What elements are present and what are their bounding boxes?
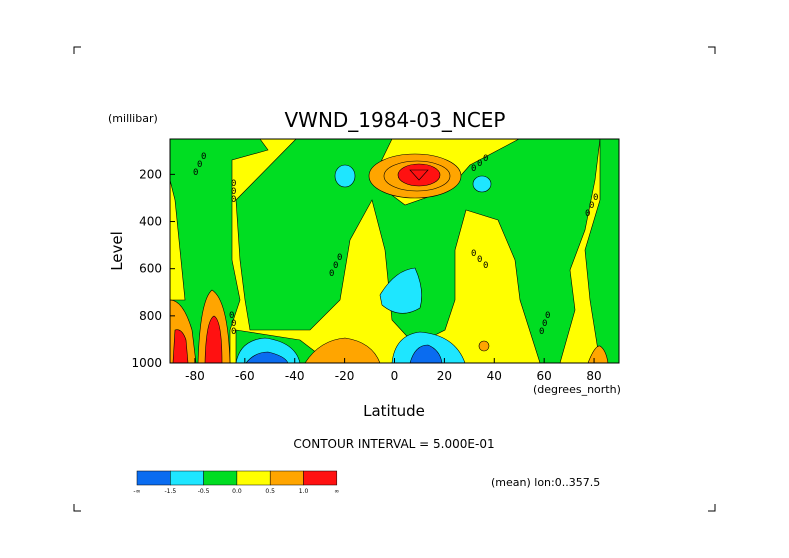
y-tick-label: 200 bbox=[139, 167, 162, 181]
svg-text:0: 0 bbox=[483, 154, 488, 164]
mean-lon-text: (mean) lon:0..357.5 bbox=[491, 476, 600, 489]
x-tick-label: 20 bbox=[437, 369, 452, 383]
svg-text:0: 0 bbox=[193, 168, 198, 178]
y-tick-label: 800 bbox=[139, 309, 162, 323]
colorbar-swatch bbox=[203, 470, 238, 486]
y-units-label: (millibar) bbox=[108, 112, 158, 125]
red-jet-upper-contour bbox=[409, 169, 429, 181]
blue-core-bottom-left bbox=[245, 351, 289, 363]
orange-region-lower-right bbox=[587, 345, 609, 363]
svg-text:0: 0 bbox=[483, 261, 488, 271]
colorbar-swatch bbox=[269, 470, 304, 486]
cyan-blob-upper-right bbox=[472, 175, 492, 193]
svg-text:0: 0 bbox=[197, 160, 202, 170]
svg-text:0: 0 bbox=[231, 327, 236, 337]
x-tick-label: 60 bbox=[537, 369, 552, 383]
svg-text:0: 0 bbox=[471, 249, 476, 259]
svg-text:0: 0 bbox=[539, 327, 544, 337]
corner-marks bbox=[73, 46, 716, 512]
x-tick-label: -80 bbox=[185, 369, 205, 383]
y-axis-title: Level bbox=[108, 231, 126, 271]
svg-text:0: 0 bbox=[231, 319, 236, 329]
x-tick-label: 0 bbox=[391, 369, 399, 383]
orange-region-lower-center bbox=[304, 337, 381, 363]
colorbar-label: ∞ bbox=[334, 488, 339, 495]
colorbar-swatch bbox=[170, 470, 204, 486]
x-tick-label: 40 bbox=[487, 369, 502, 383]
x-tick-label: -20 bbox=[335, 369, 355, 383]
svg-text:0: 0 bbox=[229, 311, 234, 321]
svg-text:0: 0 bbox=[593, 193, 598, 203]
chart-title: VWND_1984-03_NCEP bbox=[284, 108, 505, 132]
svg-text:0: 0 bbox=[337, 253, 342, 263]
svg-text:0: 0 bbox=[477, 255, 482, 265]
svg-text:0: 0 bbox=[333, 261, 338, 271]
x-axis-ticks: -80 -60 -40 -20 0 20 40 60 80 bbox=[185, 358, 602, 383]
y-tick-label: 600 bbox=[139, 262, 162, 276]
orange-blob-small bbox=[478, 340, 490, 352]
cyan-blob-bottom-left bbox=[235, 337, 301, 363]
blue-core-bottom-center bbox=[409, 344, 443, 363]
cyan-blob-upper-left bbox=[334, 164, 356, 188]
colorbar-label: -0.5 bbox=[198, 488, 210, 495]
svg-text:0: 0 bbox=[231, 187, 236, 197]
colorbar-label: 1.0 bbox=[299, 488, 309, 495]
y-axis-ticks: 200 400 600 800 1000 bbox=[131, 167, 175, 370]
colorbar-swatch bbox=[236, 470, 271, 486]
x-units-label: (degrees_north) bbox=[533, 383, 621, 396]
red-jet-upper bbox=[397, 163, 441, 187]
red-core-lower-left-2 bbox=[204, 315, 223, 363]
svg-text:0: 0 bbox=[585, 209, 590, 219]
x-tick-label: -60 bbox=[235, 369, 255, 383]
colorbar: -∞ -1.5 -0.5 0.0 0.5 1.0 ∞ bbox=[133, 470, 339, 495]
colorbar-label: -1.5 bbox=[164, 488, 176, 495]
svg-text:0: 0 bbox=[201, 152, 206, 162]
svg-text:0: 0 bbox=[542, 319, 547, 329]
colorbar-swatch bbox=[136, 470, 171, 486]
svg-text:0: 0 bbox=[545, 311, 550, 321]
svg-text:0: 0 bbox=[471, 164, 476, 174]
green-region-right bbox=[584, 139, 619, 363]
colorbar-swatch bbox=[303, 470, 338, 486]
contour-interval-text: CONTOUR INTERVAL = 5.000E-01 bbox=[293, 437, 494, 451]
svg-text:0: 0 bbox=[477, 159, 482, 169]
green-region-left bbox=[170, 139, 269, 363]
svg-text:0: 0 bbox=[231, 195, 236, 205]
cyan-blob-middle bbox=[379, 267, 422, 314]
green-region-center bbox=[235, 139, 601, 363]
y-tick-label: 400 bbox=[139, 215, 162, 229]
colorbar-label: 0.0 bbox=[232, 488, 242, 495]
colorbar-label: 0.5 bbox=[265, 488, 275, 495]
y-tick-label: 1000 bbox=[131, 356, 162, 370]
x-axis-title: Latitude bbox=[363, 402, 425, 420]
svg-text:0: 0 bbox=[231, 179, 236, 189]
svg-text:0: 0 bbox=[589, 201, 594, 211]
red-core-lower-left-1 bbox=[172, 329, 189, 363]
svg-text:0: 0 bbox=[329, 269, 334, 279]
x-tick-label: 80 bbox=[586, 369, 601, 383]
colorbar-label: -∞ bbox=[133, 488, 140, 495]
x-tick-label: -40 bbox=[285, 369, 305, 383]
